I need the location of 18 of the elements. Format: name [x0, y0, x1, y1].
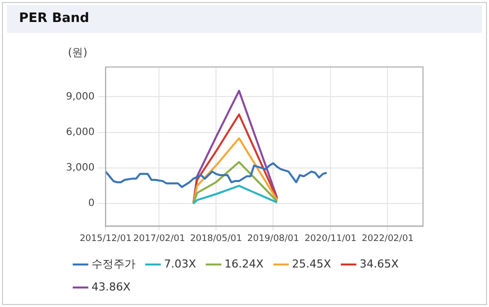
legend-label: 34.65X — [360, 257, 400, 270]
y-tick-label: 6,000 — [66, 126, 95, 138]
legend-label: 수정주가 — [92, 257, 136, 270]
y-tick-label: 0 — [88, 198, 95, 210]
y-tick-label: 3,000 — [66, 162, 95, 174]
legend-label: 16.24X — [224, 257, 264, 270]
legend-label: 43.86X — [92, 280, 131, 294]
x-tick-label: 2015/12/01 — [80, 234, 132, 244]
y-tick-label: 9,000 — [66, 91, 95, 102]
x-tick-label: 2019/08/01 — [247, 234, 300, 244]
x-tick-label: 2020/11/01 — [304, 234, 356, 244]
legend-label: 25.45X — [292, 257, 332, 270]
x-tick-label: 2022/02/01 — [362, 234, 414, 244]
x-tick-label: 2017/02/01 — [133, 234, 186, 244]
chart-title: PER Band — [7, 5, 482, 33]
y-axis-title: (원) — [68, 46, 88, 59]
legend-label: 7.03X — [164, 257, 196, 270]
x-tick-label: 2018/05/01 — [190, 234, 242, 244]
